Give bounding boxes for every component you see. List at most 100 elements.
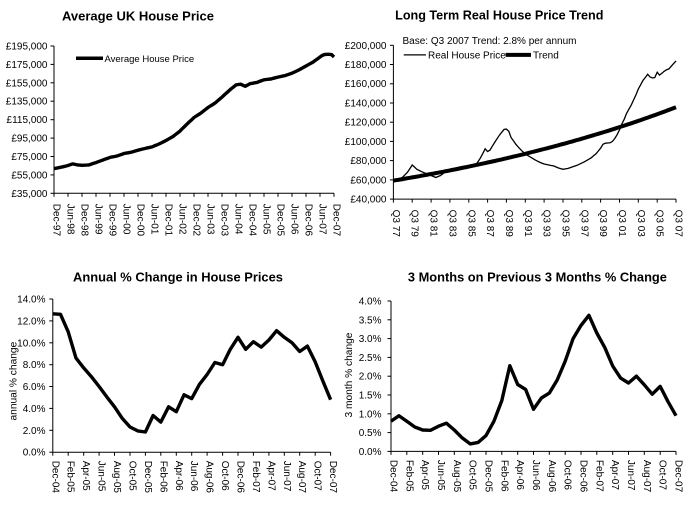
svg-text:Dec-00: Dec-00 [135,204,146,237]
svg-text:Q3 07: Q3 07 [673,210,684,238]
svg-text:Q3 99: Q3 99 [597,210,608,238]
svg-text:Jun-07: Jun-07 [625,460,636,491]
svg-text:Dec-97: Dec-97 [51,204,62,237]
svg-text:Feb-06: Feb-06 [498,460,509,492]
svg-text:Q3 85: Q3 85 [465,210,476,238]
svg-text:Q3 83: Q3 83 [446,210,457,238]
svg-text:£155,000: £155,000 [6,78,48,89]
svg-text:Apr-07: Apr-07 [609,460,620,490]
svg-text:Q3 87: Q3 87 [484,210,495,238]
svg-text:2.5%: 2.5% [359,353,382,364]
svg-text:£135,000: £135,000 [6,97,48,108]
svg-text:Q3 79: Q3 79 [409,210,420,238]
svg-text:4.0%: 4.0% [359,297,382,308]
svg-text:Q3 77: Q3 77 [390,210,401,238]
svg-text:£180,000: £180,000 [345,60,387,71]
svg-text:Oct-07: Oct-07 [312,461,323,491]
svg-text:£195,000: £195,000 [6,42,48,53]
svg-text:Jun-04: Jun-04 [233,204,244,235]
svg-text:£35,000: £35,000 [11,189,48,200]
svg-text:Dec-05: Dec-05 [483,460,494,493]
svg-text:Apr-05: Apr-05 [419,460,430,490]
svg-text:Jun-01: Jun-01 [149,204,160,235]
svg-text:Jun-00: Jun-00 [121,204,132,235]
svg-text:£60,000: £60,000 [350,175,387,186]
svg-text:Jun-03: Jun-03 [205,204,216,235]
svg-text:£120,000: £120,000 [345,118,387,129]
svg-text:Feb-06: Feb-06 [157,461,168,493]
svg-text:Oct-05: Oct-05 [467,460,478,490]
svg-text:Apr-07: Apr-07 [265,461,276,491]
svg-text:Dec-06: Dec-06 [303,204,314,237]
svg-text:Feb-07: Feb-07 [593,460,604,492]
svg-text:Jun-06: Jun-06 [188,461,199,492]
svg-text:£40,000: £40,000 [350,195,387,206]
svg-text:Aug-05: Aug-05 [111,461,122,494]
svg-text:£140,000: £140,000 [345,99,387,110]
svg-text:Apr-06: Apr-06 [514,460,525,490]
svg-text:Q3 91: Q3 91 [522,210,533,238]
svg-text:Dec-06: Dec-06 [235,461,246,494]
svg-text:Jun-99: Jun-99 [93,204,104,235]
svg-text:0.5%: 0.5% [359,428,382,439]
svg-text:Jun-05: Jun-05 [96,461,107,492]
svg-text:8.0%: 8.0% [23,360,46,371]
svg-text:Q3 03: Q3 03 [635,210,646,238]
svg-text:Dec-98: Dec-98 [79,204,90,237]
svg-text:Q3 95: Q3 95 [560,210,571,238]
svg-text:£55,000: £55,000 [11,170,48,181]
svg-text:Jun-02: Jun-02 [177,204,188,235]
svg-text:Q3 01: Q3 01 [616,210,627,238]
svg-text:£160,000: £160,000 [345,79,387,90]
svg-text:Oct-06: Oct-06 [219,461,230,491]
svg-text:annual % change: annual % change [9,341,20,420]
svg-text:Dec-04: Dec-04 [388,460,399,493]
svg-text:2.0%: 2.0% [359,372,382,383]
svg-text:Dec-02: Dec-02 [191,204,202,237]
svg-text:Average UK House Price: Average UK House Price [62,9,214,24]
svg-text:Jun-06: Jun-06 [530,460,541,491]
svg-text:Jun-05: Jun-05 [261,204,272,235]
svg-text:Feb-05: Feb-05 [65,461,76,493]
svg-text:0.0%: 0.0% [23,448,46,459]
svg-text:3.0%: 3.0% [359,334,382,345]
svg-text:3 month % change: 3 month % change [344,332,355,417]
svg-text:Jun-05: Jun-05 [435,460,446,491]
svg-text:Dec-04: Dec-04 [247,204,258,237]
svg-text:6.0%: 6.0% [23,382,46,393]
svg-text:2.0%: 2.0% [23,426,46,437]
svg-text:1.0%: 1.0% [359,409,382,420]
svg-text:Dec-06: Dec-06 [578,460,589,493]
svg-text:Average House Price: Average House Price [105,54,195,65]
svg-text:£115,000: £115,000 [7,115,48,126]
svg-text:Dec-07: Dec-07 [327,461,338,494]
svg-text:Dec-07: Dec-07 [331,204,342,237]
svg-text:Aug-05: Aug-05 [451,460,462,493]
svg-text:Feb-05: Feb-05 [403,460,414,492]
svg-text:Aug-06: Aug-06 [546,460,557,493]
svg-text:12.0%: 12.0% [17,316,45,327]
svg-text:Q3 05: Q3 05 [654,210,665,238]
svg-text:Base: Q3 2007 Trend: 2.8% per: Base: Q3 2007 Trend: 2.8% per annum [403,36,577,47]
svg-text:Trend: Trend [533,51,559,62]
svg-text:Aug-07: Aug-07 [641,460,652,493]
svg-text:Dec-99: Dec-99 [107,204,118,237]
svg-text:10.0%: 10.0% [17,338,45,349]
svg-text:Real House Price: Real House Price [428,51,506,62]
svg-text:Dec-05: Dec-05 [142,461,153,494]
svg-text:Jun-07: Jun-07 [281,461,292,492]
svg-text:Annual % Change in House Price: Annual % Change in House Prices [73,270,283,285]
svg-text:Jun-07: Jun-07 [317,204,328,235]
svg-text:4.0%: 4.0% [23,404,46,415]
svg-text:Q3 81: Q3 81 [428,210,439,238]
svg-text:Jun-06: Jun-06 [289,204,300,235]
svg-text:£75,000: £75,000 [11,152,48,163]
svg-text:3 Months on Previous 3 Months: 3 Months on Previous 3 Months % Change [408,270,667,285]
svg-text:Dec-04: Dec-04 [49,461,60,494]
svg-text:Feb-07: Feb-07 [250,461,261,493]
svg-text:Jun-98: Jun-98 [65,204,76,235]
svg-text:£100,000: £100,000 [345,137,387,148]
svg-text:£95,000: £95,000 [11,134,48,145]
svg-text:Q3 89: Q3 89 [503,210,514,238]
svg-text:Oct-05: Oct-05 [127,461,138,491]
